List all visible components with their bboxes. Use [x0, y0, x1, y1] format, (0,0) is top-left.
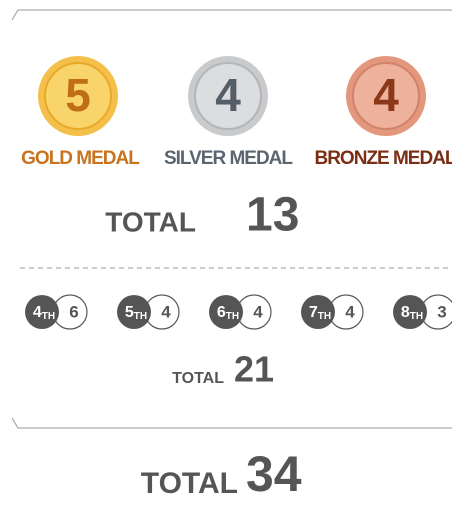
total-value: 13 — [246, 189, 299, 242]
top-rule — [11, 9, 452, 21]
rank-suffix: TH — [42, 311, 55, 322]
rank-label: 5TH — [125, 304, 147, 321]
gold-medal: 5 GOLD MEDAL — [21, 56, 141, 169]
medal-face — [352, 62, 420, 130]
rank-suffix: TH — [134, 311, 147, 322]
rank-circle — [209, 295, 243, 329]
rank-suffix: TH — [318, 311, 331, 322]
total-label: TOTAL — [105, 206, 196, 237]
total-label: TOTAL — [141, 467, 238, 500]
place-count: 4 — [253, 302, 263, 321]
place-count: 3 — [437, 302, 446, 321]
total-value: 34 — [246, 446, 302, 502]
medal-count: 4 — [373, 69, 399, 121]
places-row: 4TH 6 5TH 4 6TH 4 7TH 4 8TH 3 — [25, 294, 452, 330]
silver-medal: 4 SILVER MEDAL — [164, 56, 294, 169]
place-pill: 5TH 4 — [117, 294, 180, 330]
rank-label: 4TH — [33, 304, 55, 321]
rank: 8 — [401, 304, 410, 321]
medal-count: 5 — [65, 69, 91, 121]
medal-count: 4 — [215, 69, 241, 121]
rank: 4 — [33, 304, 42, 321]
rank-label: 8TH — [401, 304, 423, 321]
rank-circle — [393, 295, 427, 329]
place-count: 4 — [345, 302, 355, 321]
place-count: 6 — [69, 302, 78, 321]
rank: 5 — [125, 304, 134, 321]
place-pill: 4TH 6 — [25, 294, 88, 330]
medal-label: SILVER MEDAL — [164, 148, 293, 169]
place-pill: 7TH 4 — [301, 294, 364, 330]
place-pill: 6TH 4 — [209, 294, 272, 330]
rank-suffix: TH — [226, 311, 239, 322]
rank-suffix: TH — [410, 311, 423, 322]
medal-face — [44, 62, 112, 130]
rank: 6 — [217, 304, 226, 321]
rank: 7 — [309, 304, 318, 321]
rank-circle — [117, 295, 151, 329]
rank-circle — [25, 295, 59, 329]
medal-label: BRONZE MEDAL — [314, 148, 452, 169]
bronze-medal: 4 BRONZE MEDAL — [314, 56, 452, 169]
total-value: 21 — [234, 349, 274, 390]
medal-label: GOLD MEDAL — [21, 148, 140, 169]
rank-circle — [301, 295, 335, 329]
place-pill: 8TH 3 — [393, 294, 452, 330]
place-count: 4 — [161, 302, 171, 321]
medal-face — [194, 62, 262, 130]
bottom-rule — [11, 417, 452, 429]
total-label: TOTAL — [172, 370, 224, 387]
rank-label: 7TH — [309, 304, 331, 321]
rank-label: 6TH — [217, 304, 239, 321]
